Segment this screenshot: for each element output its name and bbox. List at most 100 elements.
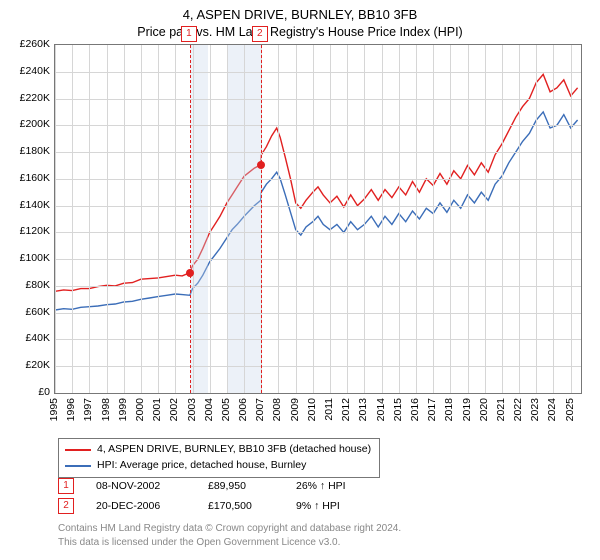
x-axis-tick-label: 2005 [220, 398, 232, 421]
x-axis-tick-label: 2020 [478, 398, 490, 421]
legend-swatch [65, 465, 91, 467]
y-axis-tick-label: £20K [8, 359, 50, 371]
y-axis-tick-label: £100K [8, 252, 50, 264]
gridline-vertical [227, 45, 228, 393]
x-axis-tick-label: 1996 [65, 398, 77, 421]
gridline-vertical [72, 45, 73, 393]
chart-title-subtitle: Price paid vs. HM Land Registry's House … [0, 24, 600, 41]
gridline-vertical [124, 45, 125, 393]
gridline-vertical [107, 45, 108, 393]
plot-area [54, 44, 582, 394]
gridline-vertical [502, 45, 503, 393]
gridline-vertical [519, 45, 520, 393]
gridline-vertical [382, 45, 383, 393]
legend-swatch [65, 449, 91, 451]
y-axis-tick-label: £200K [8, 118, 50, 130]
title-block: 4, ASPEN DRIVE, BURNLEY, BB10 3FB Price … [0, 0, 600, 40]
event-list: 1 08-NOV-2002 £89,950 26% ↑ HPI 2 20-DEC-2006… [58, 478, 346, 518]
chart-container: 4, ASPEN DRIVE, BURNLEY, BB10 3FB Price … [0, 0, 600, 560]
legend: 4, ASPEN DRIVE, BURNLEY, BB10 3FB (detac… [58, 438, 380, 478]
gridline-vertical [571, 45, 572, 393]
x-axis-tick-label: 2011 [323, 398, 335, 421]
x-axis-tick-label: 2025 [564, 398, 576, 421]
y-axis-tick-label: £180K [8, 145, 50, 157]
gridline-vertical [278, 45, 279, 393]
event-marker-line [261, 45, 262, 393]
event-price: £89,950 [208, 480, 274, 492]
gridline-vertical [244, 45, 245, 393]
gridline-vertical [347, 45, 348, 393]
event-date: 08-NOV-2002 [96, 480, 186, 492]
gridline-vertical [89, 45, 90, 393]
x-axis-tick-label: 2001 [151, 398, 163, 421]
event-number-box: 2 [58, 498, 74, 514]
footer-line-2: This data is licensed under the Open Gov… [58, 536, 401, 550]
x-axis-tick-label: 2023 [529, 398, 541, 421]
gridline-vertical [313, 45, 314, 393]
gridline-vertical [433, 45, 434, 393]
y-axis-tick-label: £60K [8, 306, 50, 318]
y-axis-tick-label: £260K [8, 38, 50, 50]
gridline-vertical [141, 45, 142, 393]
series-line [55, 112, 578, 310]
x-axis-tick-label: 2002 [168, 398, 180, 421]
gridline-vertical [330, 45, 331, 393]
x-axis-tick-label: 2003 [186, 398, 198, 421]
y-axis-tick-label: £140K [8, 199, 50, 211]
x-axis-tick-label: 2008 [271, 398, 283, 421]
y-axis-tick-label: £240K [8, 65, 50, 77]
event-marker-dot [186, 269, 194, 277]
x-axis-tick-label: 2019 [461, 398, 473, 421]
legend-item: HPI: Average price, detached house, Burn… [65, 458, 371, 474]
x-axis-tick-label: 2015 [392, 398, 404, 421]
legend-label: 4, ASPEN DRIVE, BURNLEY, BB10 3FB (detac… [97, 442, 371, 458]
event-marker-box: 2 [252, 26, 268, 42]
legend-label: HPI: Average price, detached house, Burn… [97, 458, 306, 474]
x-axis-tick-label: 2022 [512, 398, 524, 421]
x-axis-tick-label: 2021 [495, 398, 507, 421]
event-delta: 26% ↑ HPI [296, 480, 346, 492]
footer-attribution: Contains HM Land Registry data © Crown c… [58, 522, 401, 549]
y-axis-tick-label: £40K [8, 332, 50, 344]
x-axis-tick-label: 1995 [48, 398, 60, 421]
x-axis-tick-label: 2013 [357, 398, 369, 421]
x-axis-tick-label: 2018 [443, 398, 455, 421]
gridline-vertical [158, 45, 159, 393]
x-axis-tick-label: 2004 [203, 398, 215, 421]
event-marker-dot [257, 161, 265, 169]
x-axis-tick-label: 1997 [82, 398, 94, 421]
gridline-vertical [399, 45, 400, 393]
event-date: 20-DEC-2006 [96, 500, 186, 512]
y-axis-tick-label: £80K [8, 279, 50, 291]
gridline-vertical [175, 45, 176, 393]
x-axis-tick-label: 2007 [254, 398, 266, 421]
chart-area: £0 £20K £40K £60K £80K £100K £120K £140K £160K £1… [8, 44, 592, 428]
gridline-vertical [193, 45, 194, 393]
gridline-vertical [210, 45, 211, 393]
gridline-vertical [553, 45, 554, 393]
event-row: 220-DEC-2006£170,5009% ↑ HPI [58, 498, 346, 514]
x-axis-tick-label: 1998 [100, 398, 112, 421]
event-number-box: 1 [58, 478, 74, 494]
y-axis-tick-label: £160K [8, 172, 50, 184]
event-row: 1 08-NOV-2002 £89,950 26% ↑ HPI [58, 478, 346, 494]
event-price: £170,500 [208, 500, 274, 512]
y-axis-tick-label: £120K [8, 225, 50, 237]
legend-item: 4, ASPEN DRIVE, BURNLEY, BB10 3FB (detac… [65, 442, 371, 458]
x-axis-tick-label: 2000 [134, 398, 146, 421]
chart-title-address: 4, ASPEN DRIVE, BURNLEY, BB10 3FB [0, 6, 600, 24]
x-axis-tick-label: 1999 [117, 398, 129, 421]
y-axis-tick-label: £0 [8, 386, 50, 398]
gridline-vertical [485, 45, 486, 393]
x-axis-tick-label: 2014 [375, 398, 387, 421]
gridline-vertical [450, 45, 451, 393]
footer-line-1: Contains HM Land Registry data © Crown c… [58, 522, 401, 536]
x-axis-tick-label: 2009 [289, 398, 301, 421]
x-axis-tick-label: 2006 [237, 398, 249, 421]
x-axis-tick-label: 2012 [340, 398, 352, 421]
x-axis-tick-label: 2010 [306, 398, 318, 421]
x-axis-tick-label: 2017 [426, 398, 438, 421]
gridline-vertical [364, 45, 365, 393]
event-marker-box: 1 [181, 26, 197, 42]
event-marker-line [190, 45, 191, 393]
